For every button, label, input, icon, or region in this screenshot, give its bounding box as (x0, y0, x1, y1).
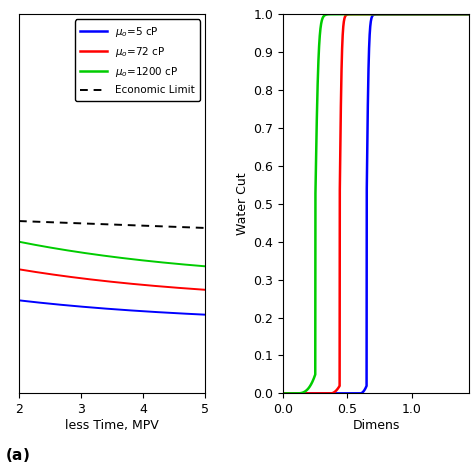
Legend: $\mu_o$=5 cP, $\mu_o$=72 cP, $\mu_o$=1200 cP, Economic Limit: $\mu_o$=5 cP, $\mu_o$=72 cP, $\mu_o$=120… (75, 19, 200, 100)
Y-axis label: Water Cut: Water Cut (237, 173, 249, 235)
X-axis label: Dimens: Dimens (353, 419, 400, 432)
X-axis label: less Time, MPV: less Time, MPV (65, 419, 159, 432)
Text: $\bf{(a)}$: $\bf{(a)}$ (5, 446, 30, 464)
